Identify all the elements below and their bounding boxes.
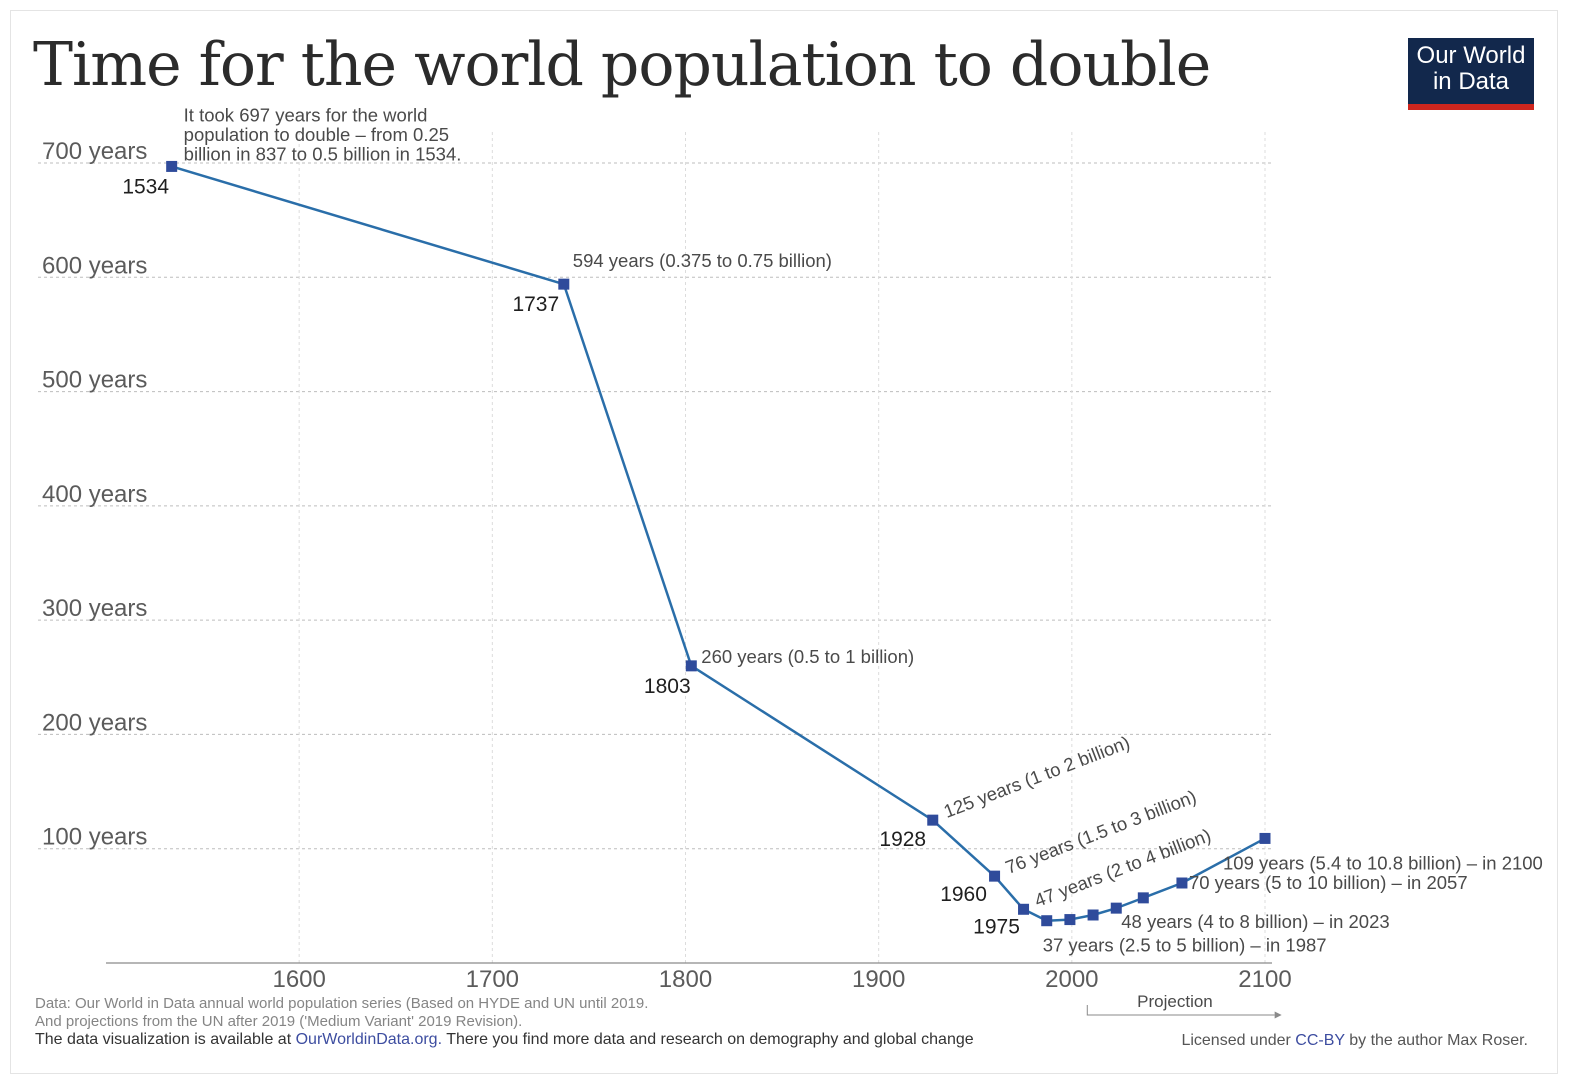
source-line-2: And projections from the UN after 2019 (… [35,1013,523,1030]
annotation-text: It took 697 years for the world [184,104,428,125]
projection-label: Projection [1137,992,1213,1011]
license-text: Licensed under [1181,1032,1296,1049]
annotation-text: 260 years (0.5 to 1 billion) [701,646,914,667]
owid-logo[interactable]: Our World in Data [1408,38,1534,110]
chart-frame [10,10,1558,1074]
annotation-text: 37 years (2.5 to 5 billion) – in 1987 [1043,935,1327,956]
y-tick-label: 500 years [42,367,147,394]
data-point-marker [1137,892,1149,904]
year-label: 1960 [940,883,987,906]
x-tick-label: 1700 [466,966,519,993]
data-point-marker [1259,832,1271,844]
year-label: 1803 [644,675,691,698]
y-tick-label: 700 years [42,138,147,165]
data-point-marker [1064,914,1076,926]
data-point-marker [685,660,697,672]
series-line [171,165,1266,922]
year-label: 1928 [879,828,926,851]
year-label: 1534 [122,175,169,198]
license-author: by the author Max Roser. [1344,1032,1528,1049]
data-point-marker [927,814,939,826]
y-tick-label: 100 years [42,824,147,851]
chart-title: Time for the world population to double [33,30,1211,100]
data-point-marker [1087,909,1099,921]
source-line-3-tail: There you find more data and research on… [442,1031,974,1048]
data-point-marker [989,870,1001,882]
owid-link[interactable]: OurWorldinData.org. [295,1031,443,1048]
annotation-text: billion in 837 to 0.5 billion in 1534. [184,143,462,164]
annotation-text: 125 years (1 to 2 billion) [941,732,1133,822]
annotation-text: population to double – from 0.25 [184,124,449,145]
data-point-marker [1018,903,1030,915]
x-tick-label: 2000 [1045,966,1098,993]
annotation-text: 70 years (5 to 10 billion) – in 2057 [1189,872,1468,893]
data-point-marker [1110,902,1122,914]
annotation-text: 109 years (5.4 to 10.8 billion) – in 210… [1223,852,1543,873]
data-point-marker [1041,915,1053,927]
data-point-marker [558,278,570,290]
footer-source: Data: Our World in Data annual world pop… [35,995,974,1049]
source-line-1: Data: Our World in Data annual world pop… [35,995,649,1012]
projection-bracket [1086,1005,1275,1016]
y-tick-label: 600 years [42,252,147,279]
logo-line-2: in Data [1432,68,1510,95]
year-label: 1737 [512,293,559,316]
source-line-3: The data visualization is available at O… [35,1031,974,1049]
y-tick-label: 400 years [42,481,147,508]
x-tick-label: 1900 [852,966,905,993]
projection-arrowhead [1274,1011,1282,1019]
annotation-text: 594 years (0.375 to 0.75 billion) [573,250,832,271]
x-tick-label: 2100 [1238,966,1291,993]
y-tick-label: 300 years [42,595,147,622]
x-tick-label: 1800 [659,966,712,993]
license-note: Licensed under CC-BY by the author Max R… [1181,1032,1528,1050]
year-label: 1975 [973,915,1020,938]
logo-line-1: Our World [1416,42,1526,69]
y-tick-label: 200 years [42,709,147,736]
cc-by-link[interactable]: CC-BY [1295,1032,1345,1049]
source-line-3-text: The data visualization is available at [35,1031,296,1048]
annotation-text: 48 years (4 to 8 billion) – in 2023 [1121,911,1389,932]
data-point-marker [166,160,178,172]
x-tick-label: 1600 [272,966,325,993]
data-point-marker [1176,877,1188,889]
